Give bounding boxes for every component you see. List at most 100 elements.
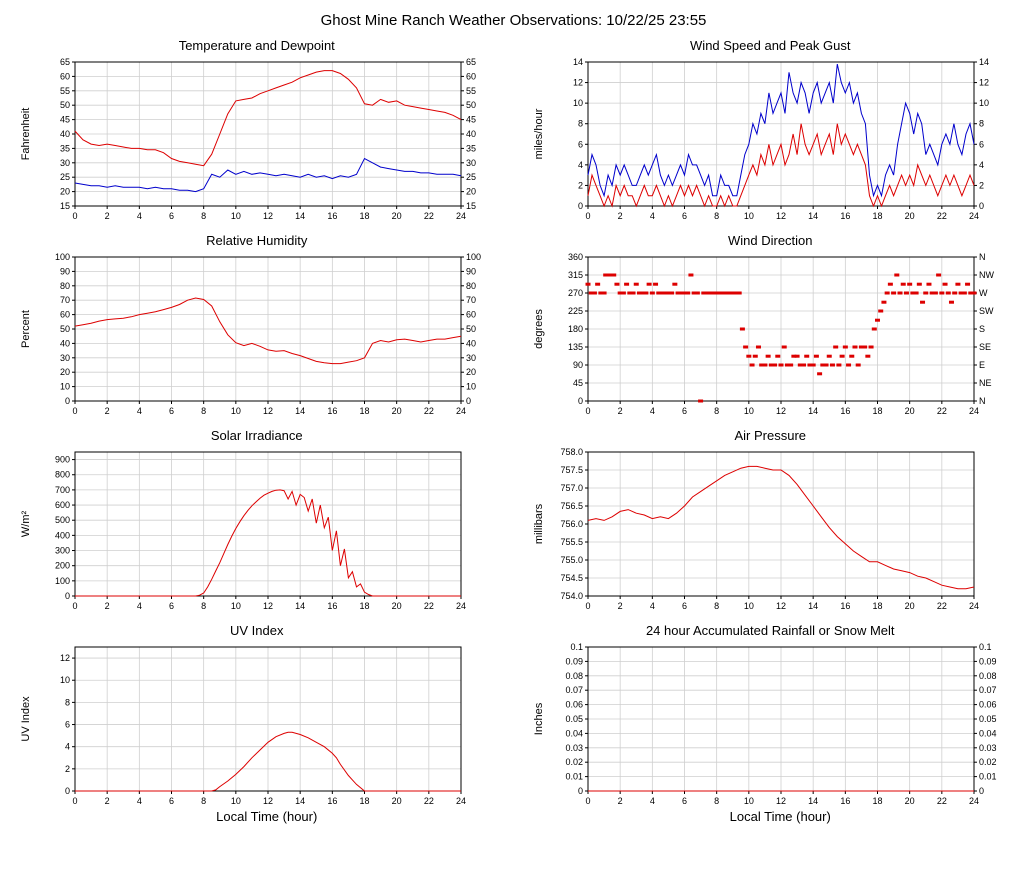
svg-text:20: 20 (391, 796, 401, 806)
svg-text:2: 2 (618, 211, 623, 221)
svg-text:180: 180 (568, 324, 583, 334)
x-axis-label: Local Time (hour) (729, 809, 831, 824)
svg-text:0.01: 0.01 (979, 772, 997, 782)
svg-text:4: 4 (137, 796, 142, 806)
svg-text:SE: SE (979, 342, 991, 352)
svg-text:15: 15 (60, 201, 70, 211)
svg-text:8: 8 (201, 601, 206, 611)
svg-text:0: 0 (72, 796, 77, 806)
svg-text:16: 16 (841, 796, 851, 806)
svg-text:80: 80 (60, 281, 70, 291)
svg-text:20: 20 (391, 601, 401, 611)
svg-text:12: 12 (776, 796, 786, 806)
svg-text:22: 22 (424, 601, 434, 611)
svg-text:50: 50 (60, 100, 70, 110)
svg-text:S: S (979, 324, 985, 334)
svg-text:45: 45 (573, 378, 583, 388)
svg-text:12: 12 (776, 601, 786, 611)
svg-text:0: 0 (72, 601, 77, 611)
svg-text:6: 6 (169, 796, 174, 806)
svg-text:20: 20 (391, 406, 401, 416)
svg-text:0.09: 0.09 (566, 656, 584, 666)
svg-text:0: 0 (586, 406, 591, 416)
svg-text:22: 22 (424, 406, 434, 416)
chart-title: 24 hour Accumulated Rainfall or Snow Mel… (645, 623, 895, 638)
svg-text:0: 0 (578, 786, 583, 796)
svg-text:22: 22 (424, 211, 434, 221)
svg-text:0: 0 (586, 796, 591, 806)
svg-text:14: 14 (295, 211, 305, 221)
svg-text:2: 2 (104, 406, 109, 416)
svg-text:0: 0 (586, 211, 591, 221)
svg-text:6: 6 (169, 406, 174, 416)
svg-text:758.0: 758.0 (561, 447, 584, 457)
svg-text:millibars: millibars (533, 503, 545, 544)
svg-text:16: 16 (327, 601, 337, 611)
svg-text:24: 24 (456, 211, 466, 221)
svg-text:50: 50 (466, 100, 476, 110)
svg-text:25: 25 (466, 172, 476, 182)
svg-text:0: 0 (72, 211, 77, 221)
svg-text:8: 8 (714, 406, 719, 416)
svg-text:20: 20 (905, 406, 915, 416)
svg-text:6: 6 (682, 796, 687, 806)
svg-text:10: 10 (231, 796, 241, 806)
svg-text:8: 8 (714, 211, 719, 221)
svg-text:30: 30 (60, 158, 70, 168)
svg-text:8: 8 (578, 119, 583, 129)
svg-text:0.07: 0.07 (979, 685, 997, 695)
svg-text:0.03: 0.03 (566, 743, 584, 753)
svg-text:22: 22 (424, 796, 434, 806)
svg-text:754.0: 754.0 (561, 591, 584, 601)
svg-text:10: 10 (979, 98, 989, 108)
svg-text:24: 24 (456, 601, 466, 611)
page-title: Ghost Mine Ranch Weather Observations: 1… (320, 12, 707, 29)
svg-text:4: 4 (578, 160, 583, 170)
svg-text:16: 16 (841, 406, 851, 416)
svg-text:0.03: 0.03 (979, 743, 997, 753)
chart-solar-irradiance: Solar Irradiance 0 2 4 6 8 10 12 14 16 18 20 22 24 0 1… (8, 427, 506, 616)
svg-text:6: 6 (979, 139, 984, 149)
svg-text:55: 55 (60, 86, 70, 96)
svg-text:80: 80 (466, 281, 476, 291)
svg-text:6: 6 (65, 720, 70, 730)
svg-text:35: 35 (466, 143, 476, 153)
svg-text:0.1: 0.1 (979, 642, 992, 652)
svg-text:65: 65 (466, 57, 476, 67)
svg-text:270: 270 (568, 288, 583, 298)
solar-irradiance-canvas: 0 2 4 6 8 10 12 14 16 18 20 22 240100200300400500600… (20, 451, 466, 611)
svg-text:W/m²: W/m² (20, 511, 32, 538)
svg-text:0: 0 (979, 201, 984, 211)
svg-text:18: 18 (873, 601, 883, 611)
svg-text:10: 10 (744, 796, 754, 806)
svg-text:24: 24 (969, 406, 979, 416)
chart-title: Temperature and Dewpoint (178, 38, 335, 53)
svg-text:16: 16 (327, 796, 337, 806)
svg-text:22: 22 (937, 796, 947, 806)
chart-rainfall: 24 hour Accumulated Rainfall or Snow Mel… (522, 622, 1020, 824)
svg-text:18: 18 (359, 796, 369, 806)
svg-text:20: 20 (905, 211, 915, 221)
svg-text:16: 16 (327, 211, 337, 221)
svg-text:756.0: 756.0 (561, 519, 584, 529)
chart-title: Air Pressure (734, 428, 807, 443)
svg-text:6: 6 (169, 211, 174, 221)
svg-text:16: 16 (841, 211, 851, 221)
svg-text:8: 8 (714, 796, 719, 806)
svg-text:10: 10 (231, 211, 241, 221)
svg-text:90: 90 (573, 360, 583, 370)
svg-text:65: 65 (60, 57, 70, 67)
svg-text:4: 4 (979, 160, 984, 170)
svg-text:100: 100 (466, 252, 481, 262)
svg-text:24: 24 (456, 406, 466, 416)
air-pressure-canvas: 0 2 4 6 8 10 12 14 16 18 20 22 24754.0754.5755.0755.… (533, 447, 979, 611)
x-axis-label: Local Time (hour) (216, 809, 318, 824)
svg-text:18: 18 (873, 406, 883, 416)
svg-text:755.0: 755.0 (561, 555, 584, 565)
svg-text:8: 8 (714, 601, 719, 611)
svg-text:60: 60 (60, 310, 70, 320)
svg-text:6: 6 (578, 139, 583, 149)
svg-text:60: 60 (466, 310, 476, 320)
chart-title: Wind Direction (727, 233, 813, 248)
